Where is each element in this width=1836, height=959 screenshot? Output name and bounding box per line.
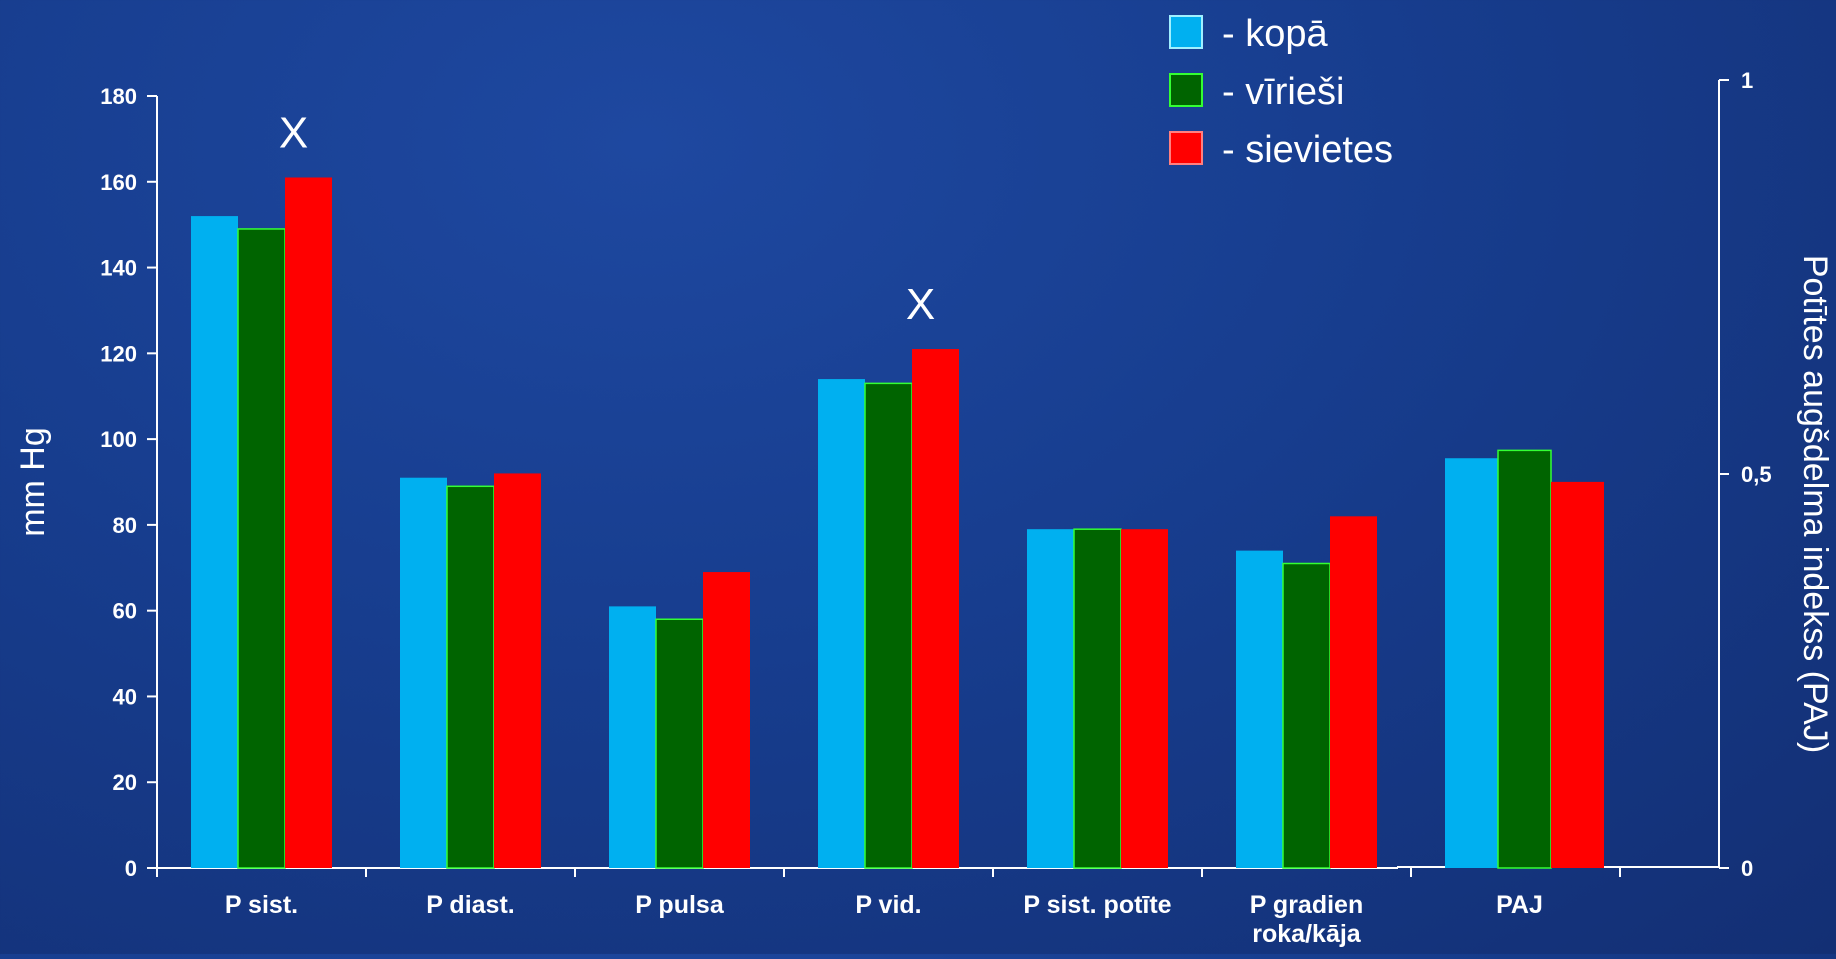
bar-sievietes (1121, 529, 1168, 868)
bar-viriesi (1073, 528, 1122, 869)
bar-viriesi (446, 485, 495, 869)
annotation-x: X (279, 108, 308, 157)
bar-sievietes (703, 572, 750, 868)
bar-viriesi (1497, 449, 1552, 869)
x-axis-category-label: P gradien (1250, 891, 1363, 919)
left-axis-tick-label: 160 (100, 170, 137, 195)
left-axis-tick-label: 0 (125, 856, 137, 881)
legend-label: - vīrieši (1222, 71, 1344, 113)
bar-sievietes (494, 473, 541, 868)
legend-label: - sievietes (1222, 129, 1393, 171)
bar-viriesi (1282, 562, 1331, 869)
x-axis-category-label: PAJ (1496, 891, 1543, 919)
left-axis-tick-label: 20 (113, 770, 137, 795)
legend-swatch (1169, 131, 1203, 165)
x-axis-category-label: P vid. (855, 891, 921, 919)
legend-swatch (1169, 15, 1203, 49)
left-axis-tick-label: 80 (113, 513, 137, 538)
bar-sievietes (912, 349, 959, 868)
right-axis-tick-label: 0,5 (1741, 462, 1772, 487)
right-axis-tick-label: 1 (1741, 68, 1753, 93)
x-axis-category-label: roka/kāja (1252, 920, 1362, 948)
x-axis-category-label: P pulsa (635, 891, 725, 919)
bar-viriesi (864, 382, 913, 869)
left-axis-tick-label: 180 (100, 84, 137, 109)
legend-swatch (1169, 73, 1203, 107)
left-axis-tick-label: 100 (100, 427, 137, 452)
left-axis-tick-label: 60 (113, 599, 137, 624)
legend-label: - kopā (1222, 13, 1328, 55)
bar-viriesi (655, 618, 704, 869)
bar-viriesi (237, 228, 286, 869)
bar-sievietes (1551, 481, 1604, 868)
right-axis-title: Potītes augšdelma indekss (PAJ) (1796, 255, 1834, 753)
bar-kopa (1445, 458, 1498, 868)
bar-kopa (818, 379, 865, 868)
bar-kopa (400, 477, 447, 868)
left-axis-tick-label: 120 (100, 341, 137, 366)
annotation-x: X (906, 280, 935, 329)
bar-kopa (1236, 550, 1283, 868)
bar-kopa (609, 606, 656, 868)
bar-kopa (1027, 529, 1074, 868)
bar-sievietes (1330, 516, 1377, 868)
right-axis-tick-label: 0 (1741, 856, 1753, 881)
bar-kopa (191, 216, 238, 869)
left-axis-tick-label: 40 (113, 684, 137, 709)
bar-sievietes (285, 177, 332, 868)
x-axis-category-label: P sist. (225, 891, 298, 919)
x-axis-category-label: P sist. potīte (1023, 891, 1171, 919)
x-axis-category-label: P diast. (426, 891, 514, 919)
left-axis-tick-label: 140 (100, 256, 137, 281)
left-axis-title: mm Hg (14, 427, 52, 537)
